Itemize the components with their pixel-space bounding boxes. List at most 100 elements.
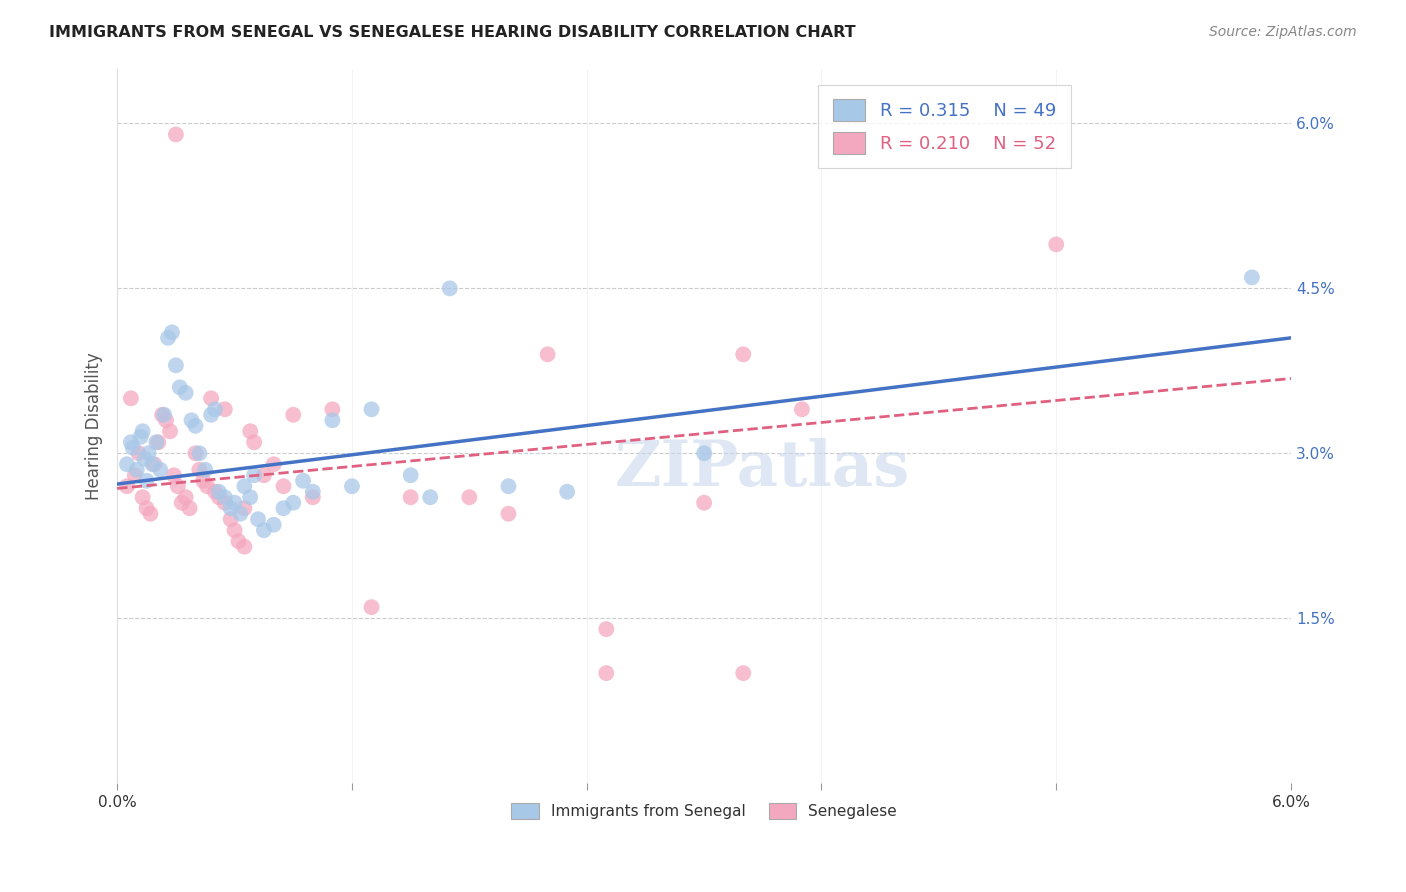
Point bbox=[233, 540, 256, 554]
Point bbox=[148, 435, 170, 450]
Point bbox=[165, 359, 187, 373]
Point bbox=[134, 451, 156, 466]
Point bbox=[153, 408, 176, 422]
Point bbox=[233, 501, 256, 516]
Point bbox=[120, 435, 142, 450]
Point bbox=[131, 424, 153, 438]
Point bbox=[120, 392, 142, 406]
Point bbox=[790, 402, 813, 417]
Point bbox=[115, 479, 138, 493]
Point bbox=[693, 496, 716, 510]
Legend: Immigrants from Senegal, Senegalese: Immigrants from Senegal, Senegalese bbox=[505, 797, 903, 825]
Point bbox=[145, 435, 167, 450]
Point bbox=[208, 484, 231, 499]
Point bbox=[115, 457, 138, 471]
Point bbox=[169, 380, 191, 394]
Point bbox=[693, 446, 716, 460]
Point bbox=[184, 418, 207, 433]
Point bbox=[263, 457, 285, 471]
Point bbox=[204, 484, 226, 499]
Point bbox=[193, 474, 215, 488]
Point bbox=[129, 430, 152, 444]
Point bbox=[139, 507, 162, 521]
Point bbox=[301, 484, 323, 499]
Point bbox=[321, 413, 343, 427]
Point bbox=[163, 468, 186, 483]
Point bbox=[733, 347, 755, 361]
Point bbox=[595, 622, 617, 636]
Point bbox=[458, 490, 481, 504]
Point bbox=[214, 402, 236, 417]
Point bbox=[595, 666, 617, 681]
Point bbox=[439, 281, 461, 295]
Point bbox=[239, 490, 262, 504]
Point bbox=[340, 479, 363, 493]
Point bbox=[141, 457, 163, 471]
Point bbox=[399, 490, 422, 504]
Point bbox=[179, 501, 201, 516]
Point bbox=[239, 424, 262, 438]
Point bbox=[160, 326, 183, 340]
Point bbox=[292, 474, 315, 488]
Point bbox=[188, 446, 211, 460]
Point bbox=[419, 490, 441, 504]
Point bbox=[219, 512, 242, 526]
Point bbox=[121, 441, 143, 455]
Point bbox=[204, 402, 226, 417]
Point bbox=[195, 479, 218, 493]
Point bbox=[155, 413, 177, 427]
Point bbox=[128, 446, 150, 460]
Point bbox=[360, 600, 382, 615]
Point bbox=[228, 534, 250, 549]
Point bbox=[733, 666, 755, 681]
Point bbox=[498, 479, 520, 493]
Point bbox=[194, 463, 217, 477]
Point bbox=[131, 490, 153, 504]
Point bbox=[263, 517, 285, 532]
Point bbox=[273, 501, 295, 516]
Point bbox=[200, 408, 222, 422]
Point bbox=[229, 507, 252, 521]
Point bbox=[1240, 270, 1263, 285]
Point bbox=[143, 457, 166, 471]
Point bbox=[1045, 237, 1067, 252]
Point bbox=[184, 446, 207, 460]
Point bbox=[150, 408, 173, 422]
Point bbox=[214, 490, 236, 504]
Point bbox=[180, 413, 202, 427]
Point bbox=[157, 331, 180, 345]
Point bbox=[253, 523, 276, 537]
Point bbox=[219, 501, 242, 516]
Point bbox=[138, 446, 160, 460]
Y-axis label: Hearing Disability: Hearing Disability bbox=[86, 352, 103, 500]
Point bbox=[124, 468, 146, 483]
Text: Source: ZipAtlas.com: Source: ZipAtlas.com bbox=[1209, 25, 1357, 39]
Point bbox=[166, 479, 188, 493]
Point bbox=[170, 496, 193, 510]
Point bbox=[360, 402, 382, 417]
Point bbox=[135, 501, 157, 516]
Point bbox=[174, 385, 197, 400]
Point bbox=[214, 496, 236, 510]
Point bbox=[247, 512, 270, 526]
Point bbox=[174, 490, 197, 504]
Text: ZIPatlas: ZIPatlas bbox=[616, 438, 911, 500]
Point bbox=[283, 408, 305, 422]
Point bbox=[555, 484, 578, 499]
Point bbox=[149, 463, 172, 477]
Point bbox=[253, 468, 276, 483]
Point bbox=[283, 496, 305, 510]
Point bbox=[399, 468, 422, 483]
Point bbox=[233, 479, 256, 493]
Point bbox=[200, 392, 222, 406]
Point bbox=[536, 347, 558, 361]
Point bbox=[224, 496, 246, 510]
Point bbox=[243, 468, 266, 483]
Point bbox=[498, 507, 520, 521]
Point bbox=[208, 490, 231, 504]
Point bbox=[273, 479, 295, 493]
Point bbox=[321, 402, 343, 417]
Point bbox=[135, 474, 157, 488]
Text: IMMIGRANTS FROM SENEGAL VS SENEGALESE HEARING DISABILITY CORRELATION CHART: IMMIGRANTS FROM SENEGAL VS SENEGALESE HE… bbox=[49, 25, 856, 40]
Point bbox=[125, 463, 148, 477]
